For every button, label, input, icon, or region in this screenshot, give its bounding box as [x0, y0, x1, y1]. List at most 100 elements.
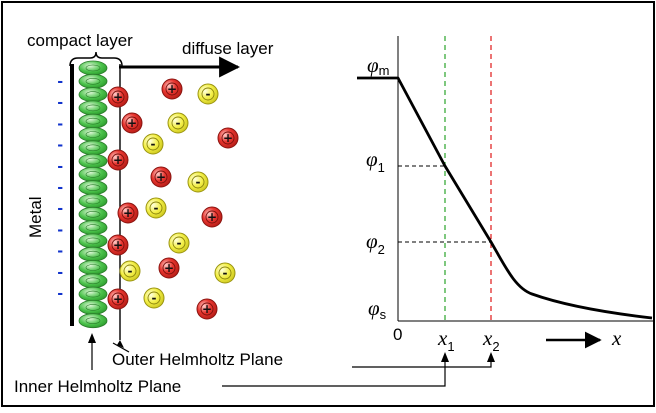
diffuse-layer-label: diffuse layer [182, 39, 274, 58]
anion-icon: - [142, 133, 164, 155]
cation-icon: + [107, 288, 129, 310]
adsorbed-dipole [78, 286, 108, 302]
negative-charge: - [56, 286, 64, 302]
adsorbed-dipole [78, 113, 108, 129]
cation-icon: + [201, 206, 223, 228]
cation-icon: + [117, 202, 139, 224]
adsorbed-dipole [78, 260, 108, 275]
adsorbed-dipole [78, 87, 108, 102]
x1-label: x1 [437, 326, 455, 354]
compact-layer-label: compact layer [27, 31, 133, 50]
x1-connector [222, 362, 446, 387]
negative-charge: - [56, 244, 64, 260]
svg-text:+: + [167, 82, 177, 96]
adsorbed-dipole [78, 73, 108, 89]
cation-icon: + [161, 78, 183, 100]
adsorbed-dipole [78, 313, 108, 329]
phi-s-label: φs [368, 296, 387, 322]
svg-text:-: - [151, 137, 156, 151]
anion-icon: - [119, 260, 141, 282]
negative-charge: - [56, 159, 64, 175]
diffuse-layer-ions: ++ -+ -- +++ --+ +-++- -+ -+ [107, 78, 239, 320]
svg-text:-: - [223, 266, 228, 280]
x1-connector-arrowhead [441, 352, 449, 362]
anion-icon: - [167, 112, 189, 134]
anion-icon: - [197, 83, 219, 105]
adsorbed-dipole [78, 299, 108, 315]
svg-text:+: + [113, 90, 123, 104]
phi-m-label: φm [367, 53, 389, 78]
svg-text:-: - [154, 201, 159, 215]
cation-icon: + [107, 86, 129, 108]
potential-profile-graph: φm φ1 φ2 φs 0 x1 x2 x [222, 36, 654, 387]
svg-text:+: + [127, 116, 137, 130]
phi-1-label: φ1 [366, 147, 385, 175]
anion-icon: - [168, 232, 190, 254]
origin-label: 0 [393, 325, 402, 344]
svg-text:+: + [113, 238, 123, 252]
anion-icon: - [187, 171, 209, 193]
ihp-pointer-arrowhead [88, 333, 96, 343]
adsorbed-dipole [78, 140, 108, 156]
cation-icon: + [217, 127, 239, 149]
compact-layer-bracket [69, 51, 123, 67]
svg-text:+: + [113, 292, 123, 306]
x2-label: x2 [482, 326, 500, 354]
cation-icon: + [121, 112, 143, 134]
adsorbed-dipole [78, 193, 108, 209]
cation-icon: + [158, 257, 180, 279]
svg-text:+: + [202, 302, 212, 316]
anion-icon: - [143, 287, 165, 309]
adsorbed-dipole [78, 233, 108, 249]
svg-text:-: - [177, 236, 182, 250]
svg-text:+: + [207, 210, 217, 224]
phi-2-label: φ2 [366, 229, 385, 257]
adsorbed-dipole [78, 127, 108, 142]
svg-text:-: - [128, 264, 133, 278]
x2-connector [352, 362, 492, 368]
adsorbed-dipole [78, 166, 108, 182]
negative-charge: - [56, 222, 64, 238]
adsorbed-dipole [78, 100, 108, 116]
negative-charge: - [56, 180, 64, 196]
potential-curve [357, 76, 653, 320]
negative-charge: - [56, 95, 64, 111]
negative-charge: - [56, 138, 64, 154]
negative-charge: - [56, 201, 64, 217]
svg-text:+: + [223, 131, 233, 145]
svg-text:+: + [123, 206, 133, 220]
negative-charge: - [56, 74, 64, 90]
ohp-pointer-line [112, 342, 130, 353]
cation-icon: + [150, 166, 172, 188]
adsorbed-dipole [78, 60, 108, 76]
x-axis-label: x [611, 326, 622, 350]
metal-surface-charges: - - - - - - - - - - - [56, 74, 64, 302]
adsorbed-dipole [78, 153, 108, 169]
negative-charge: - [56, 265, 64, 281]
svg-text:+: + [113, 153, 123, 167]
svg-text:+: + [156, 170, 166, 184]
svg-text:-: - [206, 87, 211, 101]
inner-helmholtz-plane-label: Inner Helmholtz Plane [14, 377, 181, 396]
adsorbed-dipole [78, 206, 108, 222]
anion-icon: - [214, 262, 236, 284]
double-layer-schematic: compact layer diffuse layer Metal ------… [14, 31, 283, 396]
svg-text:-: - [152, 291, 157, 305]
svg-text:+: + [164, 261, 174, 275]
svg-text:-: - [176, 116, 181, 130]
svg-text:-: - [196, 175, 201, 189]
cation-icon: + [107, 234, 129, 256]
compact-layer-dipoles [78, 60, 108, 329]
negative-charge: - [56, 116, 64, 132]
adsorbed-dipole [78, 220, 108, 236]
metal-label: Metal [26, 196, 45, 238]
cation-icon: + [196, 298, 218, 320]
adsorbed-dipole [78, 246, 108, 262]
adsorbed-dipole [78, 180, 108, 196]
cation-icon: + [107, 149, 129, 171]
anion-icon: - [145, 197, 167, 219]
outer-helmholtz-plane-label: Outer Helmholtz Plane [112, 350, 283, 369]
